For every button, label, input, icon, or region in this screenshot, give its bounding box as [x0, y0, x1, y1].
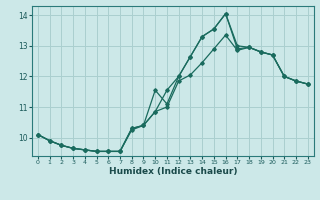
X-axis label: Humidex (Indice chaleur): Humidex (Indice chaleur): [108, 167, 237, 176]
